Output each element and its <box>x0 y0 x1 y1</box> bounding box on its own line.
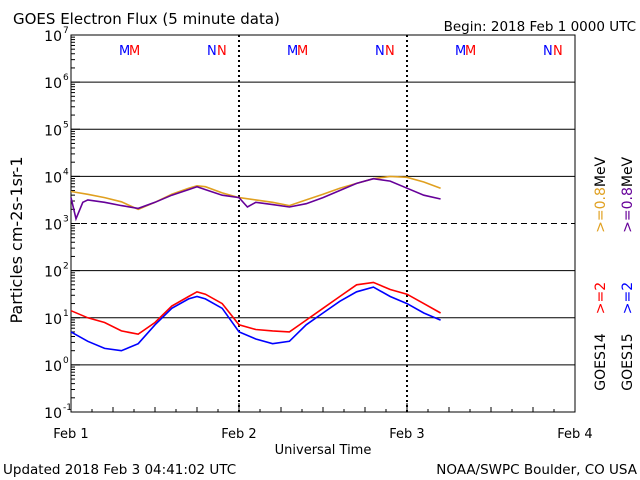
gridlines <box>71 35 575 412</box>
y-tick-label: 10 <box>44 218 62 234</box>
data-series <box>70 175 441 352</box>
x-tick-label: Feb 2 <box>221 427 256 442</box>
legend-goes15: GOES15 <box>620 333 636 390</box>
event-marker: M <box>297 44 308 59</box>
updated-timestamp: Updated 2018 Feb 3 04:41:02 UTC <box>3 462 236 478</box>
event-marker: N <box>543 44 553 59</box>
source-credit: NOAA/SWPC Boulder, CO USA <box>436 462 638 478</box>
event-marker: M <box>287 44 298 59</box>
y-tick-label: 10 <box>44 29 62 45</box>
x-axis-label: Universal Time <box>275 443 372 458</box>
event-marker: N <box>217 44 227 59</box>
axis-ticks <box>70 34 576 413</box>
legend-goes15-low: >=0.8 <box>620 187 636 233</box>
y-tick-exponent: 2 <box>63 262 69 272</box>
legend-unit-1: MeV <box>593 156 609 187</box>
event-marker: N <box>207 44 217 59</box>
chart-title: GOES Electron Flux (5 minute data) <box>13 10 280 28</box>
event-marker: N <box>553 44 563 59</box>
series-goes14-2-mev <box>70 281 441 336</box>
event-marker: M <box>465 44 476 59</box>
y-tick-label: 10 <box>44 265 62 281</box>
legend: GOES14 >=2 >=0.8 MeV GOES15 >=2 >=0.8 Me… <box>593 156 636 390</box>
event-marker: N <box>385 44 395 59</box>
y-tick-exponent: 1 <box>63 309 69 319</box>
y-tick-exponent: 3 <box>63 215 69 225</box>
x-tick-label: Feb 3 <box>389 427 424 442</box>
y-axis-label: Particles cm-2s-1sr-1 <box>7 156 26 323</box>
y-tick-exponent: -1 <box>63 403 72 413</box>
y-tick-label: 10 <box>44 76 62 92</box>
legend-goes14-high: >=2 <box>593 282 609 314</box>
y-tick-label: 10 <box>44 123 62 139</box>
x-tick-label: Feb 1 <box>53 427 88 442</box>
legend-unit-2: MeV <box>620 156 636 187</box>
legend-goes14-low: >=0.8 <box>593 187 609 233</box>
y-tick-label: 10 <box>44 312 62 328</box>
series-goes15-2-mev <box>70 286 441 352</box>
series-goes15-0-8-mev <box>70 177 441 222</box>
y-tick-exponent: 7 <box>63 26 69 36</box>
y-tick-exponent: 5 <box>63 120 69 130</box>
y-tick-exponent: 4 <box>63 167 69 177</box>
x-tick-labels: Feb 1 Feb 2 Feb 3 Feb 4 <box>53 427 592 442</box>
event-marker: M <box>119 44 130 59</box>
y-tick-label: 10 <box>44 170 62 186</box>
y-tick-exponent: 0 <box>63 356 69 366</box>
legend-goes14: GOES14 <box>593 333 609 391</box>
y-tick-label: 10 <box>44 406 62 422</box>
y-tick-label: 10 <box>44 359 62 375</box>
event-marker: M <box>455 44 466 59</box>
event-marker: M <box>129 44 140 59</box>
event-markers: MM N N MM N N MM N N <box>119 44 563 59</box>
event-marker: N <box>375 44 385 59</box>
series-goes14-0-8-mev <box>70 175 441 211</box>
begin-label: Begin: 2018 Feb 1 0000 UTC <box>444 19 636 35</box>
legend-goes15-high: >=2 <box>620 282 636 314</box>
x-tick-label: Feb 4 <box>557 427 592 442</box>
y-tick-exponent: 6 <box>63 73 69 83</box>
